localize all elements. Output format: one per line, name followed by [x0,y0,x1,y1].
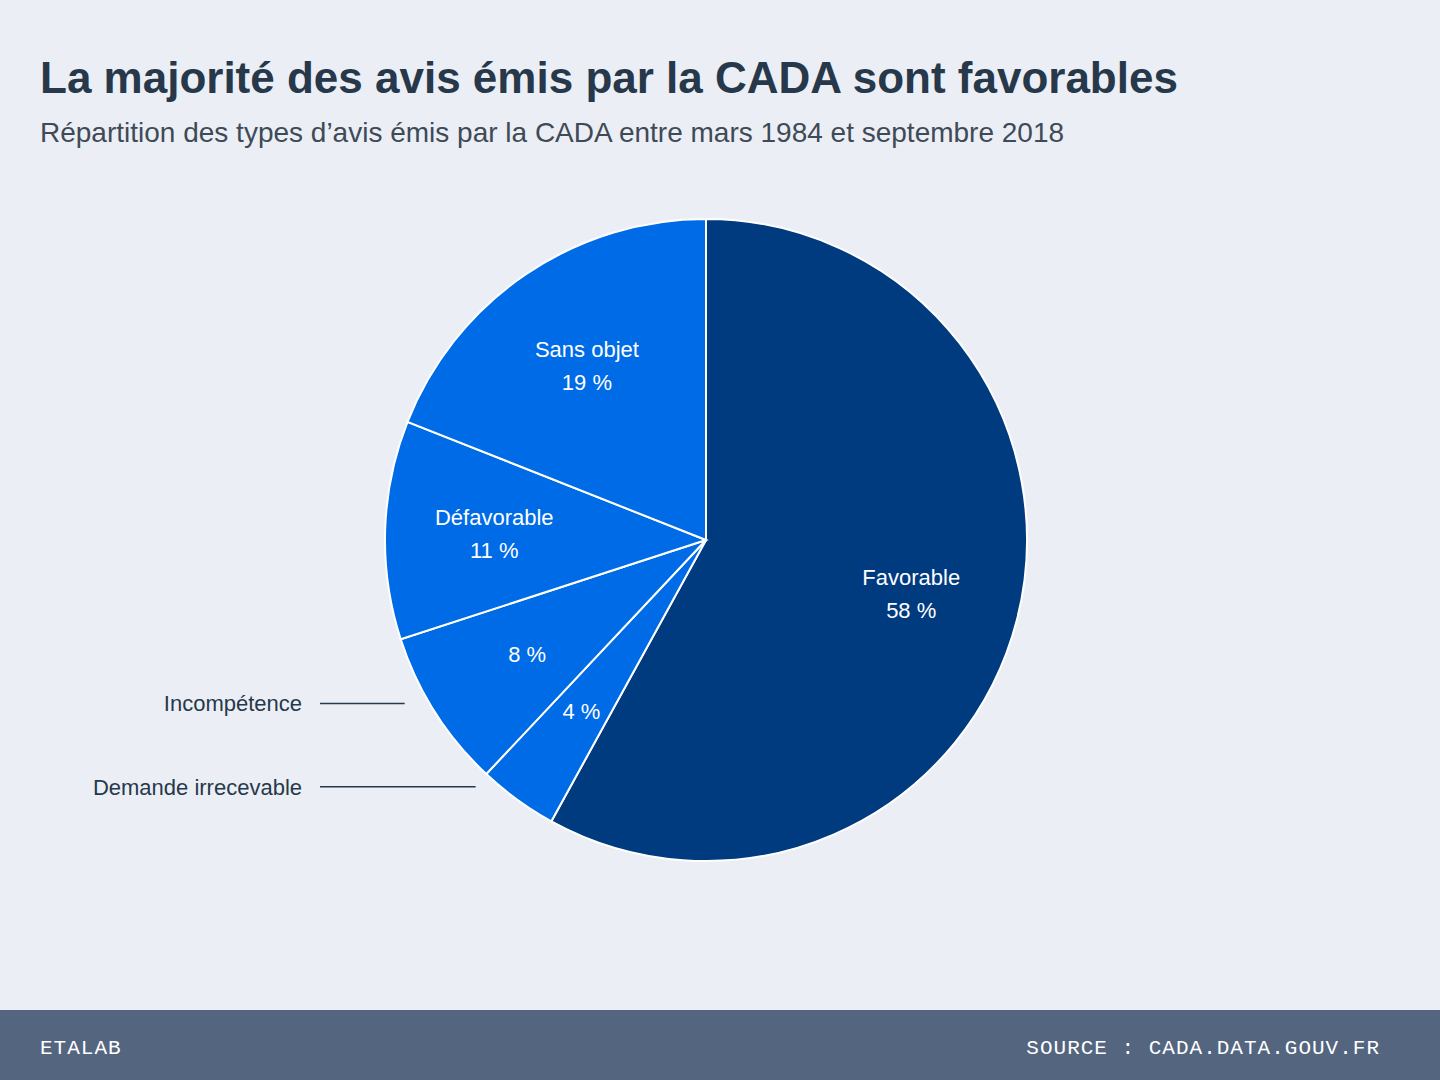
subtitle: Répartition des types d’avis émis par la… [40,117,1064,148]
data-label: 58 % [886,598,936,623]
category-label: Favorable [862,565,960,590]
category-label: Incompétence [164,691,302,716]
labels: Favorable 58 % 4 % Demande irrecevable 8 % In… [93,337,960,800]
footer [0,1010,1440,1080]
background [0,0,1440,1080]
leader-line [320,703,405,705]
category-label: Demande irrecevable [93,775,302,800]
source: SOURCE : CADA.DATA.GOUV.FR [1026,1037,1380,1060]
credit: ETALAB [40,1037,122,1060]
data-label: 19 % [562,370,612,395]
category-label: Sans objet [535,337,639,362]
data-label: 8 % [508,642,546,667]
slice [408,219,706,540]
chart: La majorité des avis émis par la CADA so… [0,0,1440,1080]
category-label: Défavorable [435,505,554,530]
title: La majorité des avis émis par la CADA so… [40,53,1178,102]
slices [385,219,1027,861]
data-label: 11 % [470,538,519,563]
leader-line [320,786,476,788]
data-label: 4 % [563,699,601,724]
